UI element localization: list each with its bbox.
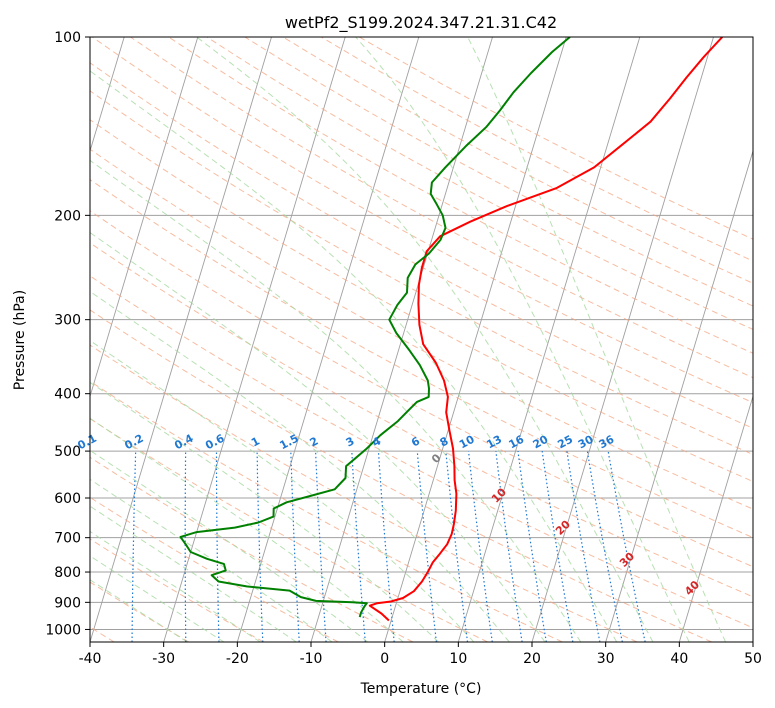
isotherm-line	[236, 37, 420, 642]
x-tick-label: 30	[597, 651, 615, 667]
plot-frame	[89, 36, 754, 643]
x-axis-label: Temperature (°C)	[360, 681, 482, 697]
dry-adiabat-line	[90, 148, 753, 510]
y-tick-label: 1000	[45, 622, 81, 638]
x-tick-label: 20	[523, 651, 541, 667]
mixing-ratio-label: 20	[531, 433, 551, 452]
moist-adiabat-line	[196, 37, 654, 642]
mixing-ratio-line	[495, 451, 523, 642]
isotherm-line	[457, 37, 641, 642]
dry-adiabat-line	[90, 179, 753, 539]
mixing-ratio-label: 10	[457, 433, 477, 452]
moist-adiabat-line	[90, 555, 225, 642]
y-axis-ticks: 100 200 300 400 500 600 700 800 900 1000	[45, 30, 90, 638]
y-tick-label: 300	[54, 313, 81, 329]
mixing-ratio-label: 25	[555, 433, 575, 452]
mixing-ratio-label: 13	[484, 433, 504, 452]
temperature-profile-line	[368, 37, 724, 622]
dry-adiabat-line	[90, 90, 753, 456]
mixing-ratio-line	[607, 451, 646, 642]
moist-adiabat-line	[467, 37, 727, 642]
dry-adiabat-line	[90, 210, 753, 568]
y-tick-label: 400	[54, 387, 81, 403]
x-tick-label: 50	[744, 651, 762, 667]
mixing-ratio-label: 16	[507, 433, 527, 452]
y-tick-label: 700	[54, 531, 81, 547]
mixing-ratio-line	[377, 451, 395, 642]
x-tick-label: -40	[79, 651, 102, 667]
isotherm-line	[531, 37, 714, 642]
dewpoint-profile-line	[179, 37, 571, 618]
moist-adiabat-line	[355, 37, 690, 642]
moist-adiabat-line	[90, 159, 582, 642]
isotherm-line	[90, 37, 125, 153]
moist-adiabat-line	[90, 231, 546, 642]
chart-title: wetPf2_S199.2024.347.21.31.C42	[285, 13, 557, 33]
isotherm-line	[605, 149, 753, 642]
moist-adiabat-line	[90, 505, 297, 642]
mixing-ratio-line	[351, 451, 366, 642]
y-tick-label: 200	[54, 208, 81, 224]
isotherm-line	[90, 37, 272, 642]
x-tick-label: 40	[670, 651, 688, 667]
moist-adiabat-line	[90, 478, 333, 642]
y-tick-label: 900	[54, 595, 81, 611]
moist-adiabat-line	[90, 417, 404, 642]
dry-adiabat-line	[90, 538, 264, 642]
background-lines	[90, 37, 753, 642]
mixing-ratio-label: 30	[576, 433, 596, 452]
y-tick-label: 600	[54, 491, 81, 507]
x-tick-label: -30	[152, 651, 175, 667]
y-tick-label: 100	[54, 30, 81, 46]
profile-lines	[179, 37, 724, 622]
x-tick-label: -10	[300, 651, 323, 667]
x-axis-ticks: -40 -30 -20 -10 0 10 20 30 40 50	[79, 642, 762, 667]
mixing-ratio-line	[445, 451, 469, 642]
dry-adiabat-line	[90, 456, 414, 642]
dry-adiabat-line	[90, 581, 190, 642]
y-tick-label: 800	[54, 565, 81, 581]
mixing-ratio-line	[517, 451, 547, 642]
y-axis-label: Pressure (hPa)	[12, 290, 28, 390]
dry-adiabat-line	[130, 37, 753, 379]
isotherm-line	[90, 37, 199, 398]
mixing-ratio-line	[467, 451, 493, 642]
mixing-ratio-label: 36	[597, 433, 617, 452]
dry-adiabat-line	[90, 309, 712, 642]
mixing-ratio-line	[416, 451, 437, 642]
mixing-ratio-line	[586, 451, 623, 642]
isotherm-line	[678, 394, 753, 642]
moist-adiabat-line	[90, 339, 475, 642]
y-tick-label: 500	[54, 444, 81, 460]
x-tick-label: 10	[449, 651, 467, 667]
x-tick-label: 0	[380, 651, 389, 667]
isotherm-line	[163, 37, 346, 642]
dry-adiabat-line	[168, 37, 753, 354]
moist-adiabat-line	[90, 530, 261, 642]
dry-adiabat-line	[90, 417, 488, 642]
dry-adiabat-line	[90, 62, 753, 429]
moist-adiabat-line	[90, 290, 510, 642]
isotherm-line	[384, 37, 567, 642]
x-tick-label: -20	[226, 651, 249, 667]
dry-adiabat-line	[90, 242, 753, 598]
dry-adiabat-line	[282, 37, 753, 284]
